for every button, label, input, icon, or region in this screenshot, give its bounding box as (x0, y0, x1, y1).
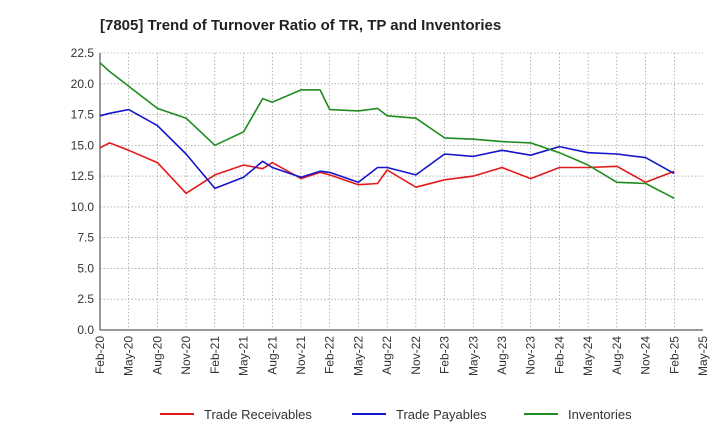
y-tick-label: 7.5 (77, 231, 94, 245)
y-tick-label: 5.0 (77, 261, 94, 275)
x-tick-label: Nov-24 (639, 336, 653, 375)
x-tick-label: May-23 (466, 336, 480, 376)
series-line-trade-payables (99, 108, 675, 190)
x-axis-ticks: Feb-20 May-20 Aug-20 Nov-20 Feb-21 May-21 Aug-… (93, 336, 710, 376)
series-line-trade-receivables (99, 142, 675, 195)
legend: Trade Receivables Trade Payables Inventori… (160, 407, 632, 422)
legend-label-inventories: Inventories (568, 407, 632, 422)
x-tick-label: Nov-22 (409, 336, 423, 375)
x-tick-label: Aug-24 (610, 336, 624, 375)
x-tick-label: Aug-21 (265, 336, 279, 375)
chart-title: [7805] Trend of Turnover Ratio of TR, TP… (100, 17, 501, 34)
x-tick-label: Nov-21 (294, 336, 308, 375)
x-tick-label: May-20 (122, 336, 136, 376)
y-tick-label: 15.0 (71, 138, 95, 152)
x-tick-label: Aug-20 (150, 336, 164, 375)
legend-label-trade-receivables: Trade Receivables (204, 407, 312, 422)
y-tick-label: 2.5 (77, 292, 94, 306)
axes (99, 53, 703, 331)
x-tick-label: May-22 (351, 336, 365, 376)
x-tick-label: May-24 (581, 336, 595, 376)
x-tick-label: Feb-21 (208, 336, 222, 374)
y-tick-label: 10.0 (71, 200, 95, 214)
y-tick-label: 22.5 (71, 46, 95, 60)
y-tick-label: 0.0 (77, 323, 94, 337)
x-tick-label: Nov-20 (179, 336, 193, 375)
series-lines (99, 62, 675, 200)
y-tick-label: 12.5 (71, 169, 95, 183)
x-tick-label: Nov-23 (524, 336, 538, 375)
x-tick-label: Feb-20 (93, 336, 107, 374)
y-tick-label: 17.5 (71, 108, 95, 122)
x-tick-label: Feb-23 (438, 336, 452, 374)
x-tick-label: Feb-24 (552, 336, 566, 374)
x-tick-label: May-21 (237, 336, 251, 376)
series-line-inventories (99, 62, 675, 200)
y-axis-ticks: 0.0 2.5 5.0 7.5 10.0 12.5 15.0 17.5 20.0 22.5 (71, 46, 95, 337)
legend-label-trade-payables: Trade Payables (396, 407, 487, 422)
x-tick-label: Feb-22 (323, 336, 337, 374)
y-tick-label: 20.0 (71, 77, 95, 91)
x-tick-label: Aug-23 (495, 336, 509, 375)
gridlines (100, 52, 703, 330)
x-tick-label: Feb-25 (667, 336, 681, 374)
x-tick-label: Aug-22 (380, 336, 394, 375)
x-tick-label: May-25 (696, 336, 710, 376)
